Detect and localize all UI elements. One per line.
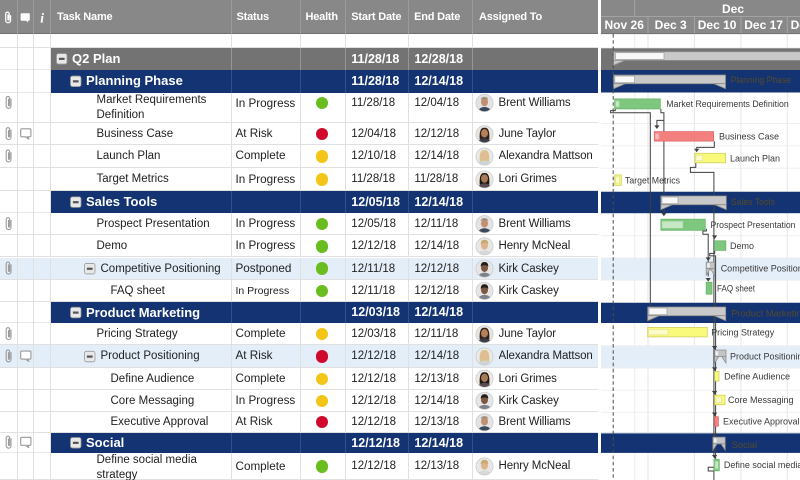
svg-text:Demo: Demo bbox=[730, 241, 754, 251]
svg-text:Sales Tools: Sales Tools bbox=[731, 197, 775, 207]
svg-text:Social: Social bbox=[732, 440, 757, 450]
svg-text:Core Messaging: Core Messaging bbox=[728, 395, 794, 405]
svg-text:Target Metrics: Target Metrics bbox=[625, 175, 680, 185]
svg-text:Executive Approval: Executive Approval bbox=[723, 417, 800, 427]
svg-text:Planning Phase: Planning Phase bbox=[731, 75, 792, 85]
svg-text:FAQ sheet: FAQ sheet bbox=[717, 283, 755, 293]
svg-text:Dec: Dec bbox=[722, 2, 744, 16]
svg-text:Product Marketing: Product Marketing bbox=[731, 308, 800, 318]
svg-text:Dec 24: Dec 24 bbox=[791, 18, 800, 32]
svg-text:Business Case: Business Case bbox=[719, 132, 779, 142]
svg-text:Dec 10: Dec 10 bbox=[698, 18, 737, 32]
svg-text:Dec 17: Dec 17 bbox=[744, 18, 783, 32]
svg-text:Product Positioning: Product Positioning bbox=[730, 351, 800, 361]
svg-text:Market Requirements Definition: Market Requirements Definition bbox=[666, 99, 789, 109]
svg-text:Nov 26: Nov 26 bbox=[605, 18, 645, 32]
svg-text:Prospect Presentation: Prospect Presentation bbox=[711, 220, 796, 230]
svg-text:Define social media: Define social media bbox=[724, 460, 800, 470]
svg-text:i: i bbox=[40, 10, 44, 25]
svg-text:Competitive Positioning: Competitive Positioning bbox=[721, 263, 800, 273]
svg-text:Define Audience: Define Audience bbox=[724, 371, 790, 381]
svg-text:Pricing Strategy: Pricing Strategy bbox=[711, 327, 774, 337]
svg-text:Launch Plan: Launch Plan bbox=[730, 153, 780, 163]
svg-text:Dec 3: Dec 3 bbox=[655, 18, 687, 32]
